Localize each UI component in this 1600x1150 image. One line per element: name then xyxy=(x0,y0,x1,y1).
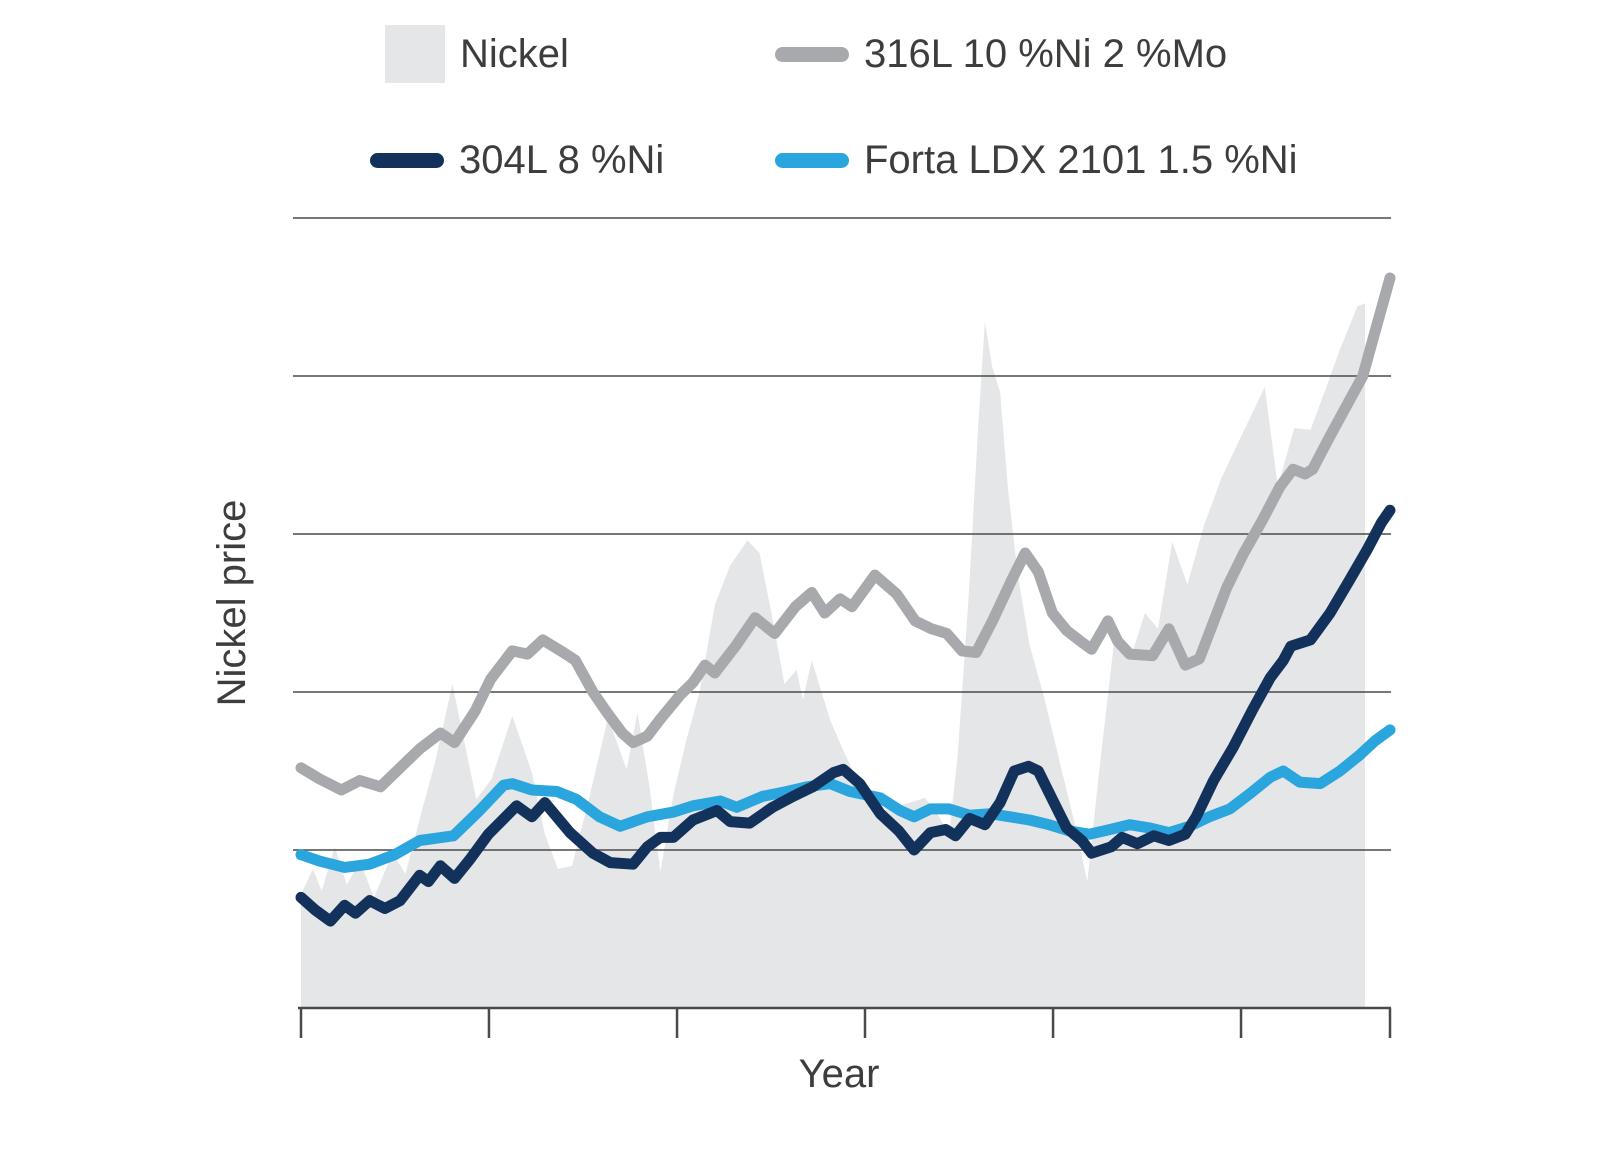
legend-item-nickel: Nickel xyxy=(385,25,569,83)
line-series-316l xyxy=(295,272,1396,796)
316l-line-swatch-icon xyxy=(775,46,849,62)
304l-line-swatch-icon xyxy=(370,152,444,168)
nickel-area-swatch-icon xyxy=(385,25,445,83)
legend-label-316l: 316L 10 %Ni 2 %Mo xyxy=(864,32,1228,76)
legend-item-304l: 304L 8 %Ni xyxy=(370,131,664,189)
legend-label-nickel: Nickel xyxy=(460,32,569,76)
line-series-forta xyxy=(295,724,1396,873)
line-series-304l xyxy=(295,504,1396,927)
legend-label-304l: 304L 8 %Ni xyxy=(459,138,665,182)
legend-label-forta-ldx: Forta LDX 2101 1.5 %Ni xyxy=(864,138,1298,182)
forta-ldx-line-swatch-icon xyxy=(775,152,849,168)
x-axis-title: Year xyxy=(798,1052,880,1096)
legend-item-forta-ldx: Forta LDX 2101 1.5 %Ni xyxy=(775,131,1298,189)
legend-item-316l: 316L 10 %Ni 2 %Mo xyxy=(775,25,1227,83)
